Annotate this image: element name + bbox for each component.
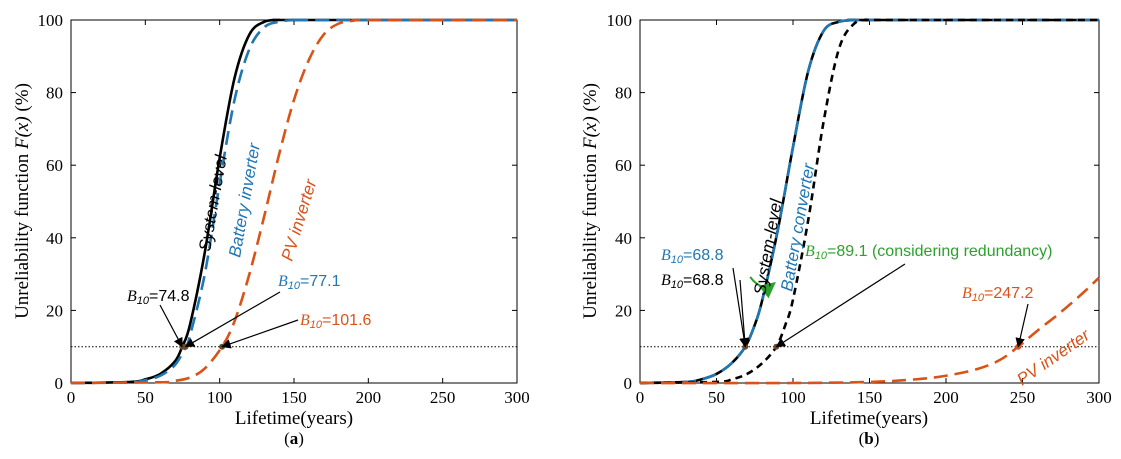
panel-a-annotation-bat-rest: =77.1: [300, 273, 341, 290]
series-pv: [70, 18, 518, 385]
panel-b-annotation-bat-rest: =68.8: [683, 247, 724, 264]
series-bat: [639, 18, 1099, 385]
panel-a-annotation-sys-b: B: [127, 288, 137, 305]
panel-b-ylabel-fx: F(x): [580, 116, 601, 150]
panel-b-xlabel: Lifetime(years): [810, 408, 928, 429]
panel-b-sublabel-letter: b: [864, 429, 873, 448]
panel-a-sublabel: (a): [284, 429, 304, 448]
panel-b-annotation-pv-sub: 10: [972, 292, 985, 304]
panel-b-annotation-sys-sub: 10: [671, 279, 684, 291]
b10-arrow: [159, 304, 183, 348]
panel-a-ylabel: Unreliability function F(x) (%): [12, 83, 33, 319]
panel-a-annotation-bat-sub: 10: [288, 280, 301, 292]
y-tick-label: 80: [615, 84, 632, 103]
panel-b-ylabel: Unreliability function F(x) (%): [580, 83, 601, 319]
b10-arrow-secondary: [732, 267, 749, 348]
panel-a-annotation-sys-sub: 10: [137, 295, 150, 307]
panel-a-sublabel-letter: a: [290, 429, 299, 448]
panel-b-annotation-bat: B10=68.8: [661, 247, 724, 266]
panel-a-sublabel-close: ): [298, 429, 304, 448]
x-tick-label: 250: [1010, 388, 1036, 407]
panel-a-xlabel: Lifetime(years): [235, 408, 353, 429]
series-red: [639, 18, 1099, 385]
y-tick-label: 0: [55, 374, 64, 393]
panel-a-plot-area: [70, 19, 518, 384]
panel-b-annotation-sys-b: B: [661, 272, 671, 289]
y-tick-label: 40: [615, 229, 632, 248]
panel-b-markers: [732, 263, 1029, 350]
b10-arrow: [739, 279, 750, 348]
x-tick-label: 150: [281, 388, 307, 407]
panel-a-annotation-sys: B10=74.8: [127, 288, 190, 307]
x-tick-label: 300: [504, 388, 530, 407]
y-tick-label: 60: [615, 156, 632, 175]
panel-b-annotation-redundancy: B10=89.1 (considering redundancy): [805, 243, 1053, 262]
panel-b-annotation-bat-b: B: [661, 247, 671, 264]
panel-a-curves: [70, 18, 518, 385]
panel-a-ylabel-prefix: Unreliability function: [12, 149, 33, 319]
panel-a-annotation-pv-rest: =101.6: [322, 312, 371, 329]
panel-b-annotation-pv: B10=247.2: [962, 285, 1034, 304]
panel-a-annotation-pv-sub: 10: [310, 319, 323, 331]
series-sys: [70, 18, 517, 385]
panel-a-annotation-bat-b: B: [278, 273, 288, 290]
panel-a-annotation-pv-b: B: [300, 312, 310, 329]
x-tick-label: 100: [780, 388, 806, 407]
redundancy-shift-arrow: [749, 276, 776, 299]
panel-b-annotation-redundancy-sub: 10: [815, 250, 828, 262]
b10-arrow: [221, 319, 299, 349]
panel-a-ylabel-suffix: (%): [12, 83, 33, 116]
panel-b-annotation-pv-b: B: [962, 285, 972, 302]
y-tick-label: 20: [615, 301, 632, 320]
panel-b-ylabel-suffix: (%): [580, 83, 601, 116]
x-tick-label: 50: [137, 388, 154, 407]
y-tick-label: 100: [607, 11, 633, 30]
panel-a-annotation-sys-rest: =74.8: [149, 288, 190, 305]
panel-b-annotation-sys-rest: =68.8: [683, 272, 724, 289]
y-tick-label: 20: [46, 301, 63, 320]
panel-a-annotation-pv: B10=101.6: [300, 312, 372, 331]
x-tick-label: 300: [1086, 388, 1112, 407]
x-tick-label: 100: [207, 388, 233, 407]
x-tick-label: 200: [356, 388, 382, 407]
panel-b-sublabel-open: (: [859, 429, 865, 448]
panel-b-annotation-redundancy-rest: =89.1 (considering redundancy): [827, 243, 1052, 260]
panel-a-markers: [159, 291, 299, 350]
panel-b-sublabel: (b): [859, 429, 880, 448]
y-tick-label: 100: [38, 11, 64, 30]
panel-b-annotation-sys: B10=68.8: [661, 272, 724, 291]
x-tick-label: 0: [636, 388, 645, 407]
panel-b-annotation-pv-rest: =247.2: [984, 285, 1033, 302]
y-tick-label: 40: [46, 229, 63, 248]
panel-b-curves: [639, 18, 1100, 385]
y-tick-label: 80: [46, 84, 63, 103]
panel-b-annotation-redundancy-b: B: [805, 243, 815, 260]
y-tick-label: 0: [624, 374, 633, 393]
b10-arrow: [1015, 303, 1029, 348]
panel-a-annotation-bat: B10=77.1: [278, 273, 341, 292]
y-tick-label: 60: [46, 156, 63, 175]
x-tick-label: 250: [430, 388, 456, 407]
panel-b-sublabel-close: ): [874, 429, 880, 448]
x-tick-label: 0: [67, 388, 76, 407]
panel-b-ylabel-prefix: Unreliability function: [580, 149, 601, 319]
series-pv: [639, 276, 1100, 385]
b10-arrow: [184, 291, 281, 348]
x-tick-label: 50: [708, 388, 725, 407]
panel-b-annotation-bat-sub: 10: [671, 254, 684, 266]
panel-b-ticks: 0 50 100 150 200 250 300 0 20 40 60 80 100: [607, 11, 1112, 407]
x-tick-label: 150: [857, 388, 883, 407]
x-tick-label: 200: [933, 388, 959, 407]
panel-a-ylabel-fx: F(x): [12, 116, 33, 150]
series-bat: [70, 18, 517, 385]
panel-a-ticks: 0 50 100 150 200 250 300 0 20 40 60 80 100: [38, 11, 530, 407]
panel-a-sublabel-open: (: [284, 429, 290, 448]
b10-arrow: [775, 263, 906, 348]
panel-b-plot-area: [639, 19, 1100, 384]
